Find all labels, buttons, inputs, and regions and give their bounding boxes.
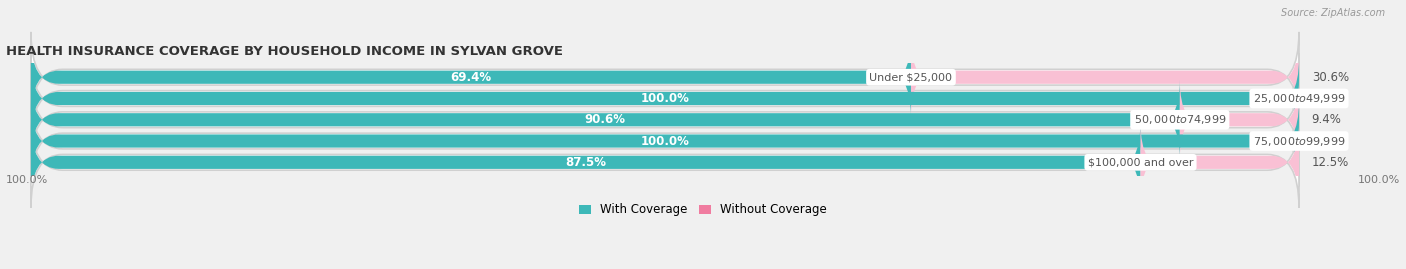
Text: 87.5%: 87.5% (565, 156, 606, 169)
FancyBboxPatch shape (31, 117, 1299, 208)
Text: 0.0%: 0.0% (1312, 92, 1341, 105)
FancyBboxPatch shape (31, 101, 1299, 181)
FancyBboxPatch shape (31, 32, 1299, 123)
FancyBboxPatch shape (31, 53, 1299, 144)
Text: $50,000 to $74,999: $50,000 to $74,999 (1133, 113, 1226, 126)
FancyBboxPatch shape (31, 80, 1180, 160)
Text: Source: ZipAtlas.com: Source: ZipAtlas.com (1281, 8, 1385, 18)
Text: 69.4%: 69.4% (450, 71, 492, 84)
Legend: With Coverage, Without Coverage: With Coverage, Without Coverage (574, 199, 832, 221)
Text: 100.0%: 100.0% (1358, 175, 1400, 185)
FancyBboxPatch shape (31, 58, 1299, 139)
Text: 0.0%: 0.0% (1312, 134, 1341, 147)
Text: $75,000 to $99,999: $75,000 to $99,999 (1253, 134, 1346, 147)
Text: 12.5%: 12.5% (1312, 156, 1348, 169)
Text: 30.6%: 30.6% (1312, 71, 1348, 84)
FancyBboxPatch shape (31, 37, 911, 118)
Text: 9.4%: 9.4% (1312, 113, 1341, 126)
FancyBboxPatch shape (31, 122, 1140, 203)
FancyBboxPatch shape (911, 37, 1299, 118)
Text: Under $25,000: Under $25,000 (869, 72, 952, 82)
Text: 90.6%: 90.6% (585, 113, 626, 126)
FancyBboxPatch shape (1140, 122, 1299, 203)
Text: 100.0%: 100.0% (6, 175, 48, 185)
FancyBboxPatch shape (31, 96, 1299, 186)
Text: 100.0%: 100.0% (641, 92, 689, 105)
Text: 100.0%: 100.0% (641, 134, 689, 147)
Text: $100,000 and over: $100,000 and over (1088, 157, 1194, 167)
Text: $25,000 to $49,999: $25,000 to $49,999 (1253, 92, 1346, 105)
FancyBboxPatch shape (31, 75, 1299, 165)
FancyBboxPatch shape (1180, 80, 1299, 160)
Text: HEALTH INSURANCE COVERAGE BY HOUSEHOLD INCOME IN SYLVAN GROVE: HEALTH INSURANCE COVERAGE BY HOUSEHOLD I… (6, 45, 562, 58)
